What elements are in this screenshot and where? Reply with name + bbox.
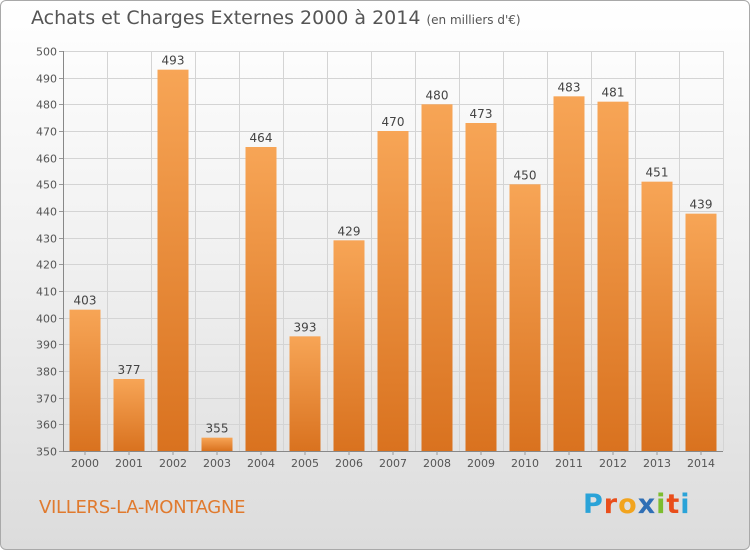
axes: 350 360 370 380 390 400 410 420 430 440 450 460 470 4… (36, 46, 723, 459)
labels: 403 2000 377 2001 493 2002 355 2003 464 2004 393 20… (71, 54, 715, 470)
value-label-2003: 355 (206, 422, 229, 436)
value-label-2006: 429 (338, 224, 361, 238)
logo-letter: i (680, 489, 691, 520)
y-tick-label: 370 (36, 393, 57, 406)
logo-letter: x (637, 489, 657, 520)
bar-2010 (509, 184, 541, 452)
bar-2012 (597, 101, 629, 452)
x-tick-label-2000: 2000 (71, 457, 99, 470)
value-label-2004: 464 (250, 131, 273, 145)
bar-2011 (553, 96, 585, 451)
logo-letter: i (656, 489, 667, 520)
value-label-2000: 403 (74, 294, 97, 308)
y-tick-label: 410 (36, 286, 57, 299)
x-tick-label-2004: 2004 (247, 457, 275, 470)
title-text: Achats et Charges Externes 2000 à 2014 (31, 7, 421, 29)
bar-2000 (69, 309, 101, 451)
x-tick-label-2012: 2012 (599, 457, 627, 470)
logo-letter: P (583, 489, 604, 520)
bar-2003 (201, 437, 233, 451)
value-label-2012: 481 (602, 86, 625, 100)
chart-title: Achats et Charges Externes 2000 à 2014 (e… (31, 7, 521, 29)
value-label-2008: 480 (426, 88, 449, 102)
value-label-2005: 393 (294, 320, 317, 334)
bar-2006 (333, 240, 365, 451)
x-tick-label-2002: 2002 (159, 457, 187, 470)
title-unit: (en milliers d'€) (426, 13, 521, 27)
value-label-2001: 377 (118, 363, 141, 377)
bar-2005 (289, 336, 321, 451)
value-label-2013: 451 (646, 166, 669, 180)
bar-2013 (641, 181, 673, 451)
logo-letter: r (603, 489, 619, 520)
x-tick-label-2010: 2010 (511, 457, 539, 470)
value-label-2009: 473 (470, 107, 493, 121)
x-tick-label-2007: 2007 (379, 457, 407, 470)
y-tick-label: 400 (36, 313, 57, 326)
y-tick-label: 500 (36, 46, 57, 59)
y-tick-label: 450 (36, 179, 57, 192)
y-tick-label: 420 (36, 259, 57, 272)
bar-2002 (157, 69, 189, 452)
bar-2007 (377, 131, 409, 451)
x-tick-label-2003: 2003 (203, 457, 231, 470)
y-tick-label: 490 (36, 73, 57, 86)
bar-2009 (465, 123, 497, 451)
bar-2008 (421, 104, 453, 451)
y-tick-label: 430 (36, 233, 57, 246)
commune-name: VILLERS-LA-MONTAGNE (39, 497, 246, 518)
value-label-2002: 493 (162, 54, 185, 68)
proxiti-logo: Proxiti (583, 489, 691, 520)
y-tick-label: 390 (36, 339, 57, 352)
x-tick-label-2001: 2001 (115, 457, 143, 470)
logo-letter: t (666, 489, 681, 520)
logo-letter: o (618, 489, 638, 520)
x-tick-label-2014: 2014 (687, 457, 715, 470)
y-tick-label: 480 (36, 99, 57, 112)
value-label-2010: 450 (514, 168, 537, 182)
bars (69, 69, 717, 452)
y-tick-label: 470 (36, 126, 57, 139)
x-tick-label-2006: 2006 (335, 457, 363, 470)
x-tick-label-2005: 2005 (291, 457, 319, 470)
y-tick-label: 380 (36, 366, 57, 379)
x-tick-label-2008: 2008 (423, 457, 451, 470)
bar-2001 (113, 379, 145, 451)
bar-2004 (245, 147, 277, 451)
y-tick-label: 460 (36, 153, 57, 166)
x-tick-label-2009: 2009 (467, 457, 495, 470)
y-tick-label: 360 (36, 419, 57, 432)
bar-2014 (685, 213, 717, 451)
value-label-2011: 483 (558, 80, 581, 94)
y-tick-label: 350 (36, 446, 57, 459)
x-tick-label-2011: 2011 (555, 457, 583, 470)
x-tick-label-2013: 2013 (643, 457, 671, 470)
y-tick-label: 440 (36, 206, 57, 219)
value-label-2014: 439 (690, 198, 713, 212)
value-label-2007: 470 (382, 115, 405, 129)
